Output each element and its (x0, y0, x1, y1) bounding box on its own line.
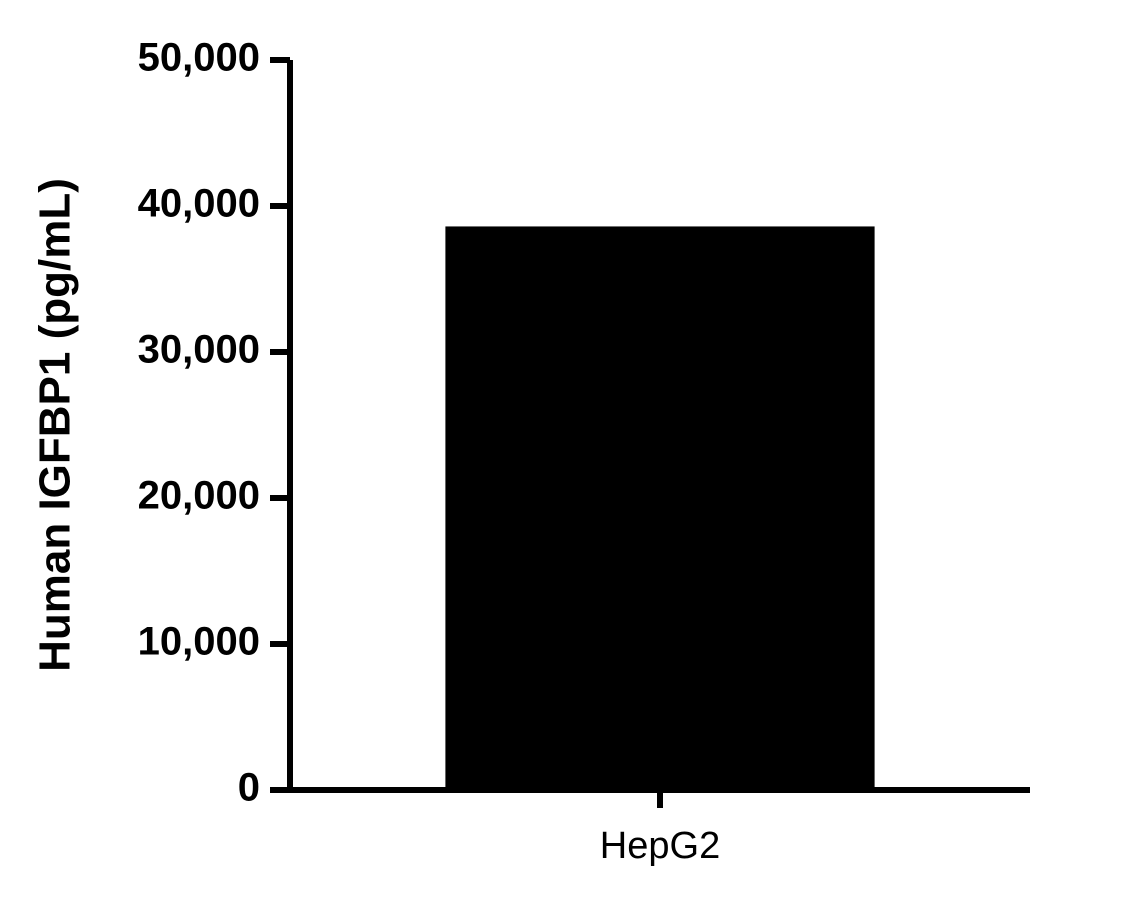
y-tick-label: 30,000 (138, 328, 260, 372)
y-tick-label: 50,000 (138, 36, 260, 80)
bar (445, 226, 874, 790)
y-tick-label: 40,000 (138, 182, 260, 226)
y-axis-label: Human IGFBP1 (pg/mL) (31, 178, 80, 672)
chart-svg: 0 10,000 20,000 30,000 40,000 50,000 HepG2 Huma… (0, 0, 1145, 909)
bar-chart: 0 10,000 20,000 30,000 40,000 50,000 HepG2 Huma… (0, 0, 1145, 909)
y-tick-label: 10,000 (138, 620, 260, 664)
x-category-label: HepG2 (600, 825, 720, 867)
y-tick-label: 0 (238, 766, 260, 810)
y-tick-label: 20,000 (138, 474, 260, 518)
